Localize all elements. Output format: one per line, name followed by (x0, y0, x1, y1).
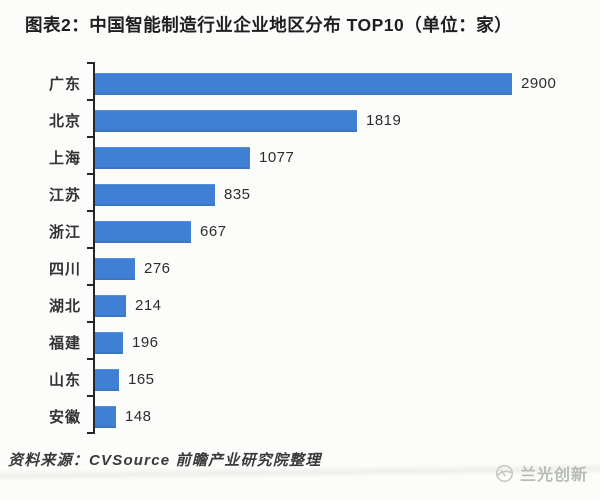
axis-tick (87, 395, 94, 397)
category-label: 北京 (48, 113, 81, 130)
chart-row: 山东 165 (0, 361, 600, 398)
value-label: 214 (135, 297, 162, 314)
axis-tick (87, 284, 94, 286)
category-label: 江苏 (48, 187, 81, 204)
bar-上海 (95, 146, 250, 169)
bar-江苏 (95, 183, 215, 206)
chart-row: 四川 276 (0, 250, 600, 287)
watermark: 兰光创新 (495, 461, 588, 485)
chart-row: 浙江 667 (0, 213, 600, 250)
value-label: 2900 (521, 75, 557, 92)
bar-山东 (95, 368, 119, 391)
bar-湖北 (95, 294, 126, 317)
category-label: 广东 (48, 76, 81, 93)
chart-row: 广东 2900 (0, 65, 600, 102)
value-label: 148 (125, 408, 152, 425)
watermark-label: 兰光创新 (519, 467, 588, 484)
chart-row: 上海 1077 (0, 139, 600, 176)
axis-tick (87, 136, 94, 138)
category-label: 湖北 (48, 298, 81, 315)
category-label: 安徽 (48, 409, 81, 426)
y-axis-line (93, 62, 95, 434)
axis-tick (87, 210, 94, 212)
axis-tick (87, 173, 94, 175)
value-label: 165 (128, 371, 155, 388)
value-label: 196 (132, 334, 159, 351)
category-label: 福建 (48, 335, 81, 352)
axis-tick (87, 62, 94, 64)
bar-chart: 广东 2900 北京 1819 上海 1077 江苏 835 浙江 667 四川 276 湖北 214 福建… (0, 62, 600, 437)
bar-北京 (95, 109, 357, 132)
bar-浙江 (95, 220, 191, 243)
source-note: 资料来源：CVSource 前瞻产业研究院整理 (8, 452, 322, 469)
category-label: 上海 (48, 150, 81, 167)
value-label: 1819 (366, 112, 402, 129)
axis-tick (87, 321, 94, 323)
bar-四川 (95, 257, 135, 280)
value-label: 1077 (259, 149, 295, 166)
value-label: 667 (200, 223, 227, 240)
axis-tick (87, 358, 94, 360)
chart-row: 福建 196 (0, 324, 600, 361)
chart-row: 江苏 835 (0, 176, 600, 213)
category-label: 四川 (48, 261, 81, 278)
chart-row: 湖北 214 (0, 287, 600, 324)
lanGuang-globe-logo-icon (495, 464, 514, 482)
chart-row: 北京 1819 (0, 102, 600, 139)
axis-tick (87, 432, 94, 434)
category-label: 山东 (48, 372, 81, 389)
chart-title: 图表2：中国智能制造行业企业地区分布 TOP10（单位：家） (25, 15, 513, 35)
category-label: 浙江 (48, 224, 81, 241)
bar-福建 (95, 331, 123, 354)
value-label: 835 (224, 186, 251, 203)
value-label: 276 (144, 260, 171, 277)
axis-tick (87, 99, 94, 101)
bar-安徽 (95, 405, 116, 428)
bar-广东 (95, 72, 512, 95)
axis-tick (87, 247, 94, 249)
chart-row: 安徽 148 (0, 398, 600, 435)
